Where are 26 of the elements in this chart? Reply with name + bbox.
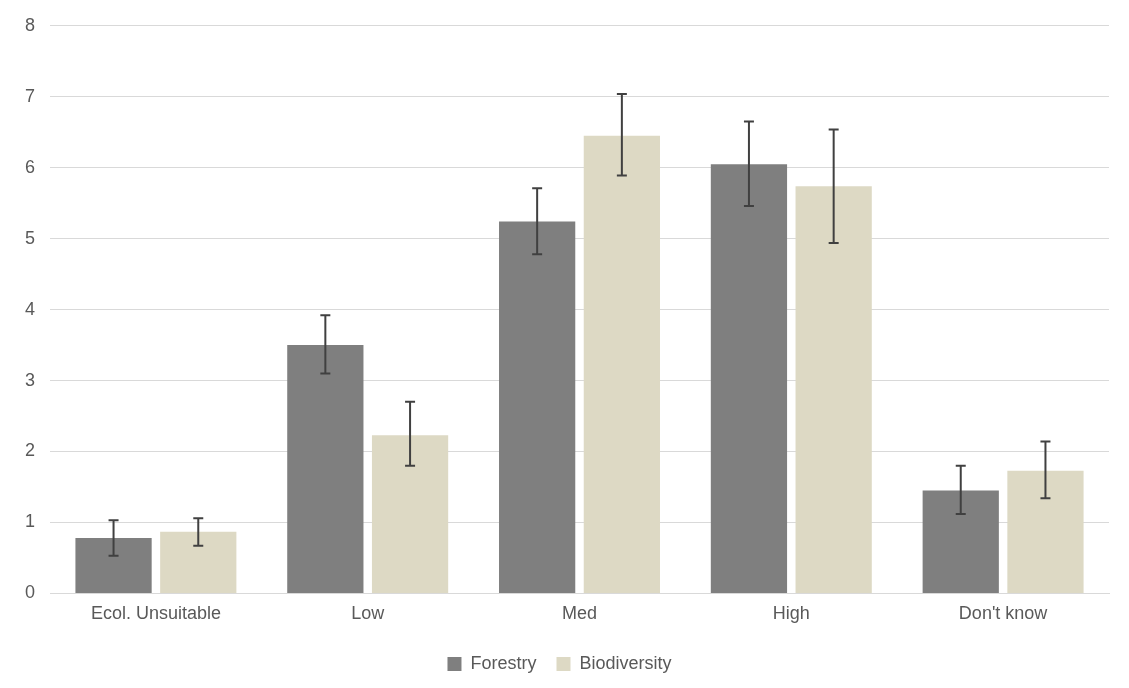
- y-tick-label: 6: [25, 156, 36, 177]
- y-tick-label: 7: [25, 85, 36, 106]
- y-tick-label: 5: [25, 227, 36, 248]
- y-tick-label: 2: [25, 440, 36, 461]
- x-tick-label: Ecol. Unsuitable: [90, 603, 221, 624]
- y-tick-label: 3: [25, 369, 36, 390]
- bar: [160, 531, 237, 593]
- bar: [75, 538, 152, 593]
- y-tick-label: 8: [25, 14, 36, 35]
- y-tick-label: 1: [25, 511, 36, 532]
- x-tick-label: High: [772, 603, 810, 624]
- bar: [795, 186, 872, 593]
- y-tick-label: 4: [25, 298, 36, 319]
- bar: [499, 221, 576, 593]
- x-tick-label: Med: [562, 603, 598, 624]
- bar: [583, 135, 660, 593]
- x-tick-label: Low: [351, 603, 386, 624]
- bar: [922, 490, 999, 593]
- y-tick-label: 0: [25, 582, 36, 603]
- legend-label: Forestry: [470, 652, 537, 673]
- x-tick-label: Don't know: [958, 603, 1049, 624]
- bar: [1007, 470, 1084, 593]
- bar: [371, 435, 449, 593]
- bar: [710, 164, 788, 593]
- bar: [287, 345, 364, 593]
- legend-label: Biodiversity: [579, 652, 672, 673]
